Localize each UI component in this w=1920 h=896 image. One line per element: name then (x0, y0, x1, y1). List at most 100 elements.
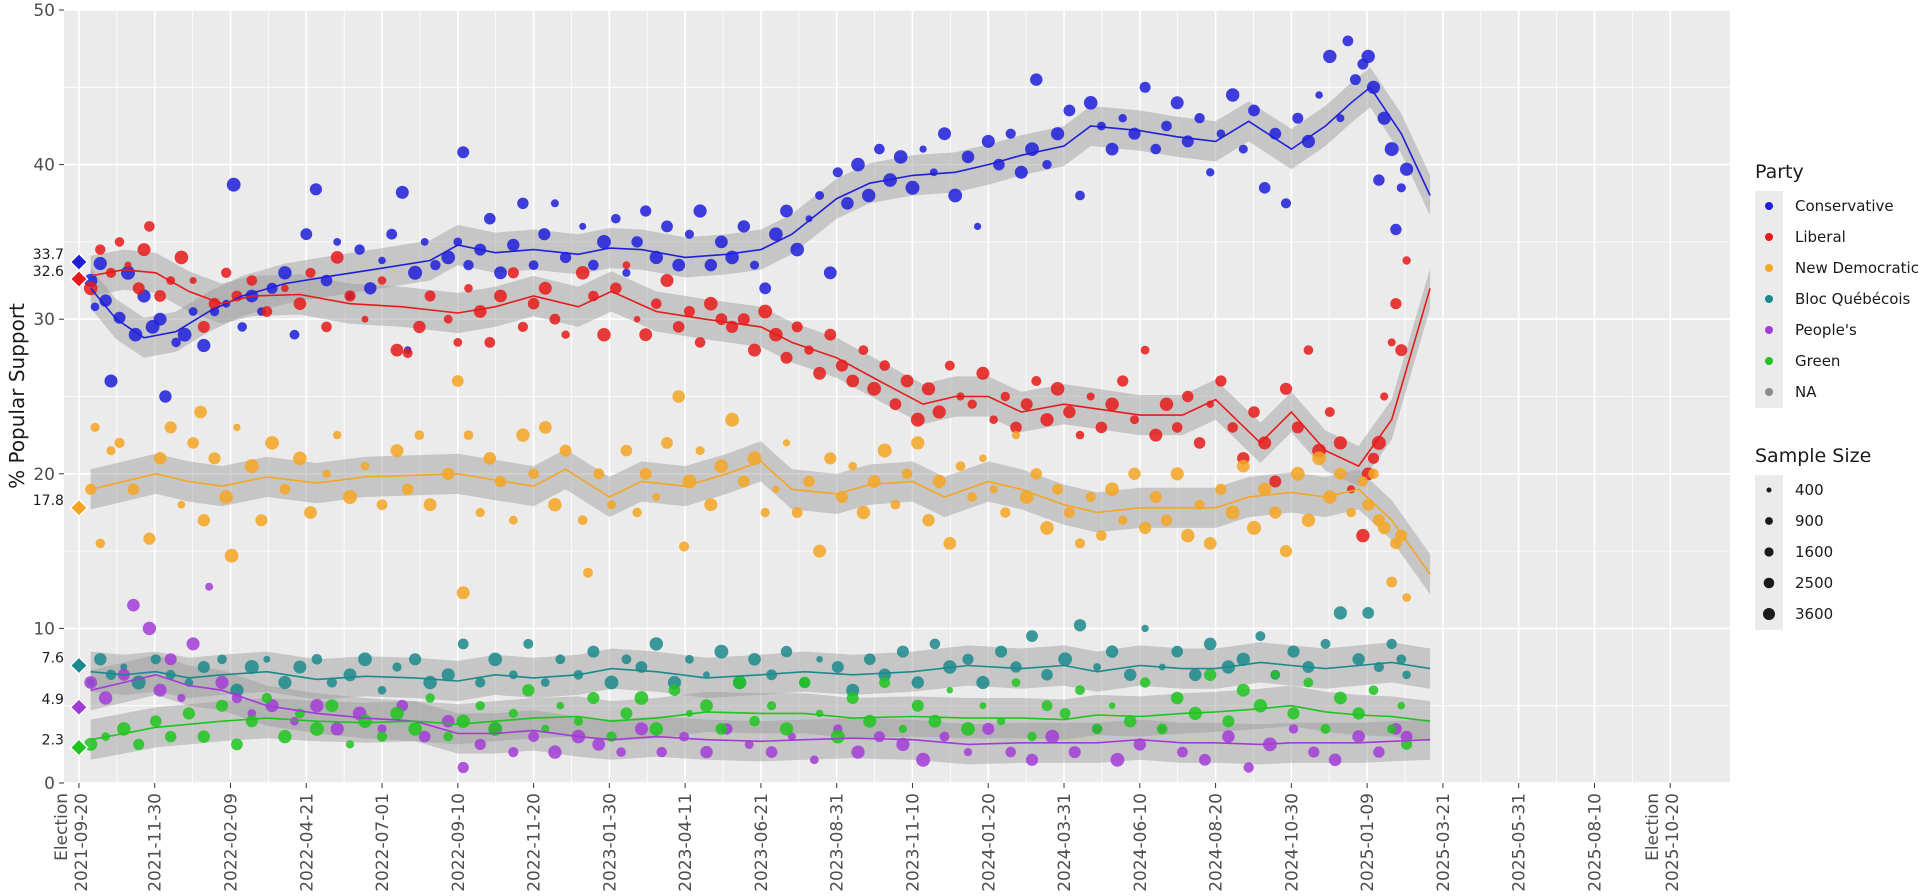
conservative-poll-point (378, 256, 386, 265)
legend-party-label: Green (1795, 352, 1840, 370)
new-democratic-poll-point (1247, 520, 1261, 535)
x-tick-label: 2022-02-09 (221, 793, 241, 892)
green-poll-point (733, 675, 747, 690)
new-democratic-poll-point (1105, 482, 1119, 497)
green-poll-point (911, 699, 924, 712)
liberal-poll-point (95, 244, 106, 255)
green-poll-point (197, 730, 210, 743)
liberal-poll-point (622, 261, 631, 269)
conservative-poll-point (528, 260, 539, 270)
conservative-poll-point (494, 266, 507, 280)
bloc-qu-b-cois-poll-point (1396, 654, 1407, 665)
bloc-qu-b-cois-poll-point (311, 654, 323, 665)
new-democratic-poll-point (376, 499, 388, 511)
bloc-qu-b-cois-poll-point (929, 638, 941, 650)
new-democratic-poll-point (1138, 521, 1152, 535)
people-s-poll-point (1177, 746, 1188, 758)
green-poll-point (556, 701, 565, 710)
x-tick-label: 2023-11-10 (903, 793, 923, 892)
new-democratic-poll-point (516, 428, 530, 442)
x-tick-label: Election2021-09-20 (52, 793, 92, 892)
green-poll-point (715, 723, 728, 735)
conservative-poll-point (893, 150, 908, 164)
people-s-poll-point (290, 716, 299, 726)
people-s-poll-point (310, 699, 324, 713)
new-democratic-poll-point (1203, 537, 1217, 550)
new-democratic-poll-point (508, 515, 518, 525)
liberal-poll-point (1303, 345, 1314, 355)
legend-size-dot (1763, 577, 1775, 589)
new-democratic-poll-point (1181, 528, 1195, 543)
conservative-poll-point (430, 259, 441, 271)
new-democratic-poll-point (475, 507, 485, 518)
new-democratic-poll-point (177, 500, 186, 509)
conservative-poll-point (484, 212, 496, 225)
liberal-poll-point (330, 251, 344, 264)
conservative-poll-point (90, 302, 100, 312)
bloc-qu-b-cois-poll-point (621, 654, 632, 665)
liberal-poll-point (1279, 382, 1293, 395)
green-poll-point (1222, 715, 1235, 728)
conservative-poll-point (309, 183, 322, 196)
conservative-poll-point (750, 260, 759, 270)
conservative-poll-point (1390, 223, 1402, 236)
conservative-poll-point (408, 265, 423, 280)
conservative-poll-point (226, 177, 241, 192)
liberal-poll-point (1215, 375, 1227, 387)
bloc-qu-b-cois-poll-point (1073, 619, 1087, 632)
conservative-poll-point (1349, 74, 1361, 86)
new-democratic-poll-point (620, 444, 633, 457)
conservative-poll-point (104, 374, 118, 388)
bloc-qu-b-cois-poll-point (1010, 661, 1022, 673)
liberal-poll-point (597, 328, 611, 342)
conservative-poll-point (622, 268, 631, 277)
liberal-poll-point (989, 415, 998, 425)
new-democratic-poll-point (194, 405, 207, 419)
conservative-poll-point (1097, 121, 1106, 131)
green-poll-point (133, 738, 145, 751)
green-poll-point (1011, 678, 1021, 687)
liberal-poll-point (424, 290, 436, 302)
conservative-poll-point (715, 235, 728, 249)
people-s-poll-point (1352, 730, 1365, 743)
bloc-qu-b-cois-poll-point (1333, 606, 1347, 620)
liberal-poll-point (484, 337, 496, 348)
y-tick-label: 40 (33, 156, 55, 176)
x-tick-label: 2021-11-30 (146, 793, 166, 892)
conservative-poll-point (948, 188, 963, 203)
green-poll-point (587, 692, 600, 704)
liberal-poll-point (824, 328, 837, 341)
new-democratic-poll-point (1085, 491, 1096, 503)
liberal-poll-point (672, 321, 685, 333)
green-poll-point (879, 677, 891, 688)
y-tick-label: 20 (33, 465, 55, 485)
green-poll-point (620, 707, 633, 720)
liberal-poll-point (189, 277, 197, 284)
liberal-poll-point (944, 360, 955, 371)
conservative-poll-point (905, 180, 920, 195)
people-s-poll-point (84, 676, 98, 689)
bloc-qu-b-cois-poll-point (1058, 652, 1072, 667)
conservative-poll-point (693, 204, 707, 218)
conservative-poll-point (1150, 143, 1162, 155)
new-democratic-poll-point (1323, 490, 1337, 504)
new-democratic-poll-point (890, 499, 901, 510)
conservative-poll-point (463, 259, 474, 271)
liberal-poll-point (1395, 344, 1408, 357)
green-poll-point (1352, 707, 1365, 720)
legend-size-title: Sample Size (1755, 445, 1871, 467)
conservative-poll-point (364, 282, 377, 295)
legend-key-dot (1765, 233, 1773, 241)
liberal-poll-point (1182, 390, 1194, 403)
liberal-poll-point (694, 337, 706, 348)
new-democratic-poll-point (661, 437, 673, 449)
people-s-poll-point (1133, 738, 1147, 751)
new-democratic-poll-point (279, 484, 291, 495)
legend-size-label: 900 (1795, 512, 1824, 530)
conservative-poll-point (823, 266, 837, 280)
bloc-qu-b-cois-poll-point (377, 685, 387, 695)
green-poll-point (261, 692, 272, 704)
conservative-poll-point (1366, 80, 1381, 94)
bloc-qu-b-cois-poll-point (1386, 638, 1397, 650)
new-democratic-poll-point (559, 444, 572, 457)
